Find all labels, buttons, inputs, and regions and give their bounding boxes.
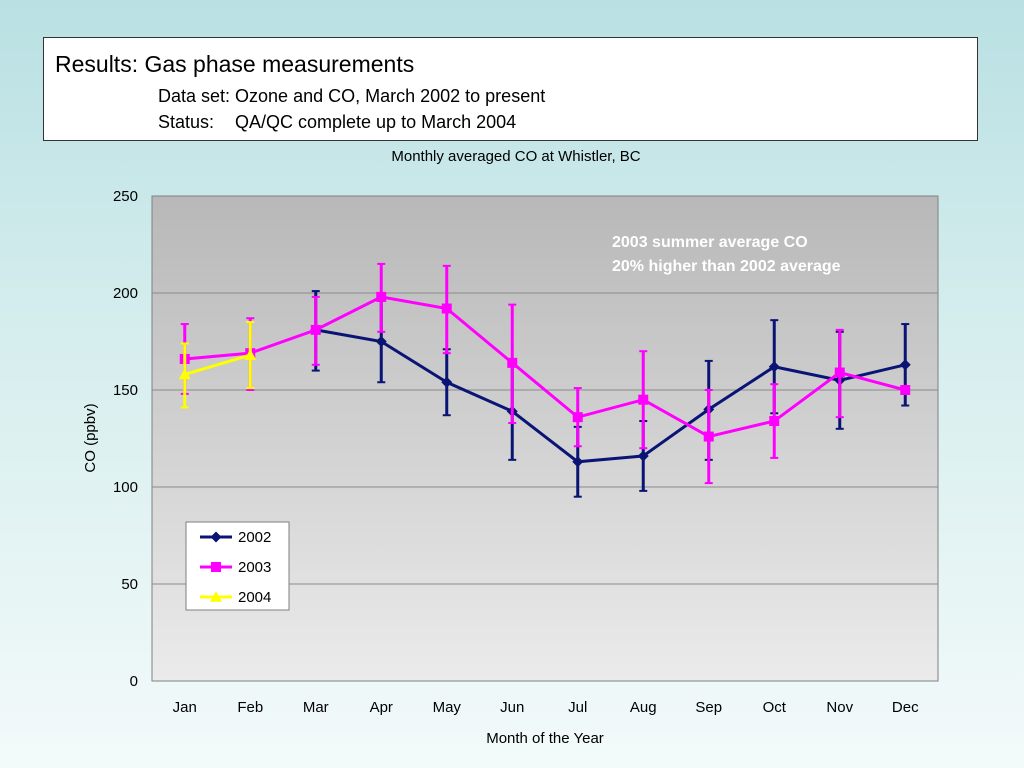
data-point: [376, 291, 387, 302]
x-tick-label: Feb: [237, 699, 263, 716]
y-axis-label: CO (ppbv): [82, 403, 99, 472]
series-line: [184, 353, 251, 376]
data-point: [703, 431, 714, 442]
y-tick-label: 100: [113, 479, 138, 496]
data-point: [441, 376, 453, 388]
x-tick-label: Nov: [826, 699, 853, 716]
data-point: [769, 416, 780, 427]
data-point: [768, 361, 780, 373]
y-tick-label: 250: [113, 188, 138, 205]
data-point: [900, 385, 911, 395]
data-point: [899, 359, 911, 371]
status-label: Status:: [158, 112, 215, 132]
slide-title: Results: Gas phase measurements: [55, 51, 415, 77]
header-box: Results: Gas phase measurements Data set…: [43, 37, 978, 141]
data-point: [244, 349, 257, 360]
x-tick-label: Dec: [892, 699, 919, 716]
series-2003: [179, 262, 911, 485]
y-tick-label: 200: [113, 285, 138, 302]
y-tick-label: 50: [121, 576, 138, 593]
x-tick-label: Oct: [763, 699, 787, 716]
legend-swatch-marker: [210, 591, 222, 602]
status-line: Status: QA/QC complete up to March 2004: [158, 112, 516, 133]
annotation-line-1: 2003 summer average CO: [612, 234, 808, 251]
data-point: [178, 368, 191, 380]
x-tick-label: Apr: [370, 699, 393, 716]
legend-item-2003: 2003: [200, 559, 271, 576]
x-tick-label: May: [433, 699, 462, 716]
x-tick-label: Mar: [303, 699, 329, 716]
y-tick-label: 0: [130, 673, 138, 690]
data-point: [310, 324, 321, 335]
series-line: [184, 295, 906, 439]
status-value: QA/QC complete up to March 2004: [235, 112, 517, 132]
x-tick-label: Jan: [173, 699, 197, 716]
x-axis-label: Month of the Year: [486, 730, 604, 747]
data-point: [441, 303, 452, 314]
y-tick-label: 150: [113, 382, 138, 399]
data-point: [507, 357, 518, 368]
data-point: [572, 456, 584, 468]
data-point: [637, 450, 649, 462]
legend-label: 2003: [238, 559, 271, 576]
data-point: [375, 336, 387, 347]
x-tick-label: Sep: [695, 699, 722, 716]
legend-swatch-marker: [211, 562, 221, 572]
x-tick-label: Jun: [500, 699, 524, 716]
legend: 2002 2003 2004: [185, 521, 290, 611]
legend-label: 2004: [238, 589, 271, 606]
legend-swatch-marker: [210, 531, 222, 543]
series-2004: [178, 321, 257, 409]
x-tick-label: Jul: [568, 699, 587, 716]
legend-label: 2002: [238, 529, 271, 546]
data-point: [572, 412, 583, 423]
chart-title: Monthly averaged CO at Whistler, BC: [391, 148, 640, 165]
series-line: [315, 328, 906, 464]
x-tick-label: Aug: [630, 699, 657, 716]
dataset-line: Data set: Ozone and CO, March 2002 to pr…: [158, 86, 546, 106]
annotation-text: 2003 summer average CO 20% higher than 2…: [612, 234, 841, 275]
legend-item-2004: 2004: [200, 589, 271, 606]
legend-item-2002: 2002: [200, 529, 271, 546]
annotation-line-2: 20% higher than 2002 average: [612, 258, 841, 275]
data-point: [834, 367, 845, 378]
data-point: [638, 394, 649, 405]
